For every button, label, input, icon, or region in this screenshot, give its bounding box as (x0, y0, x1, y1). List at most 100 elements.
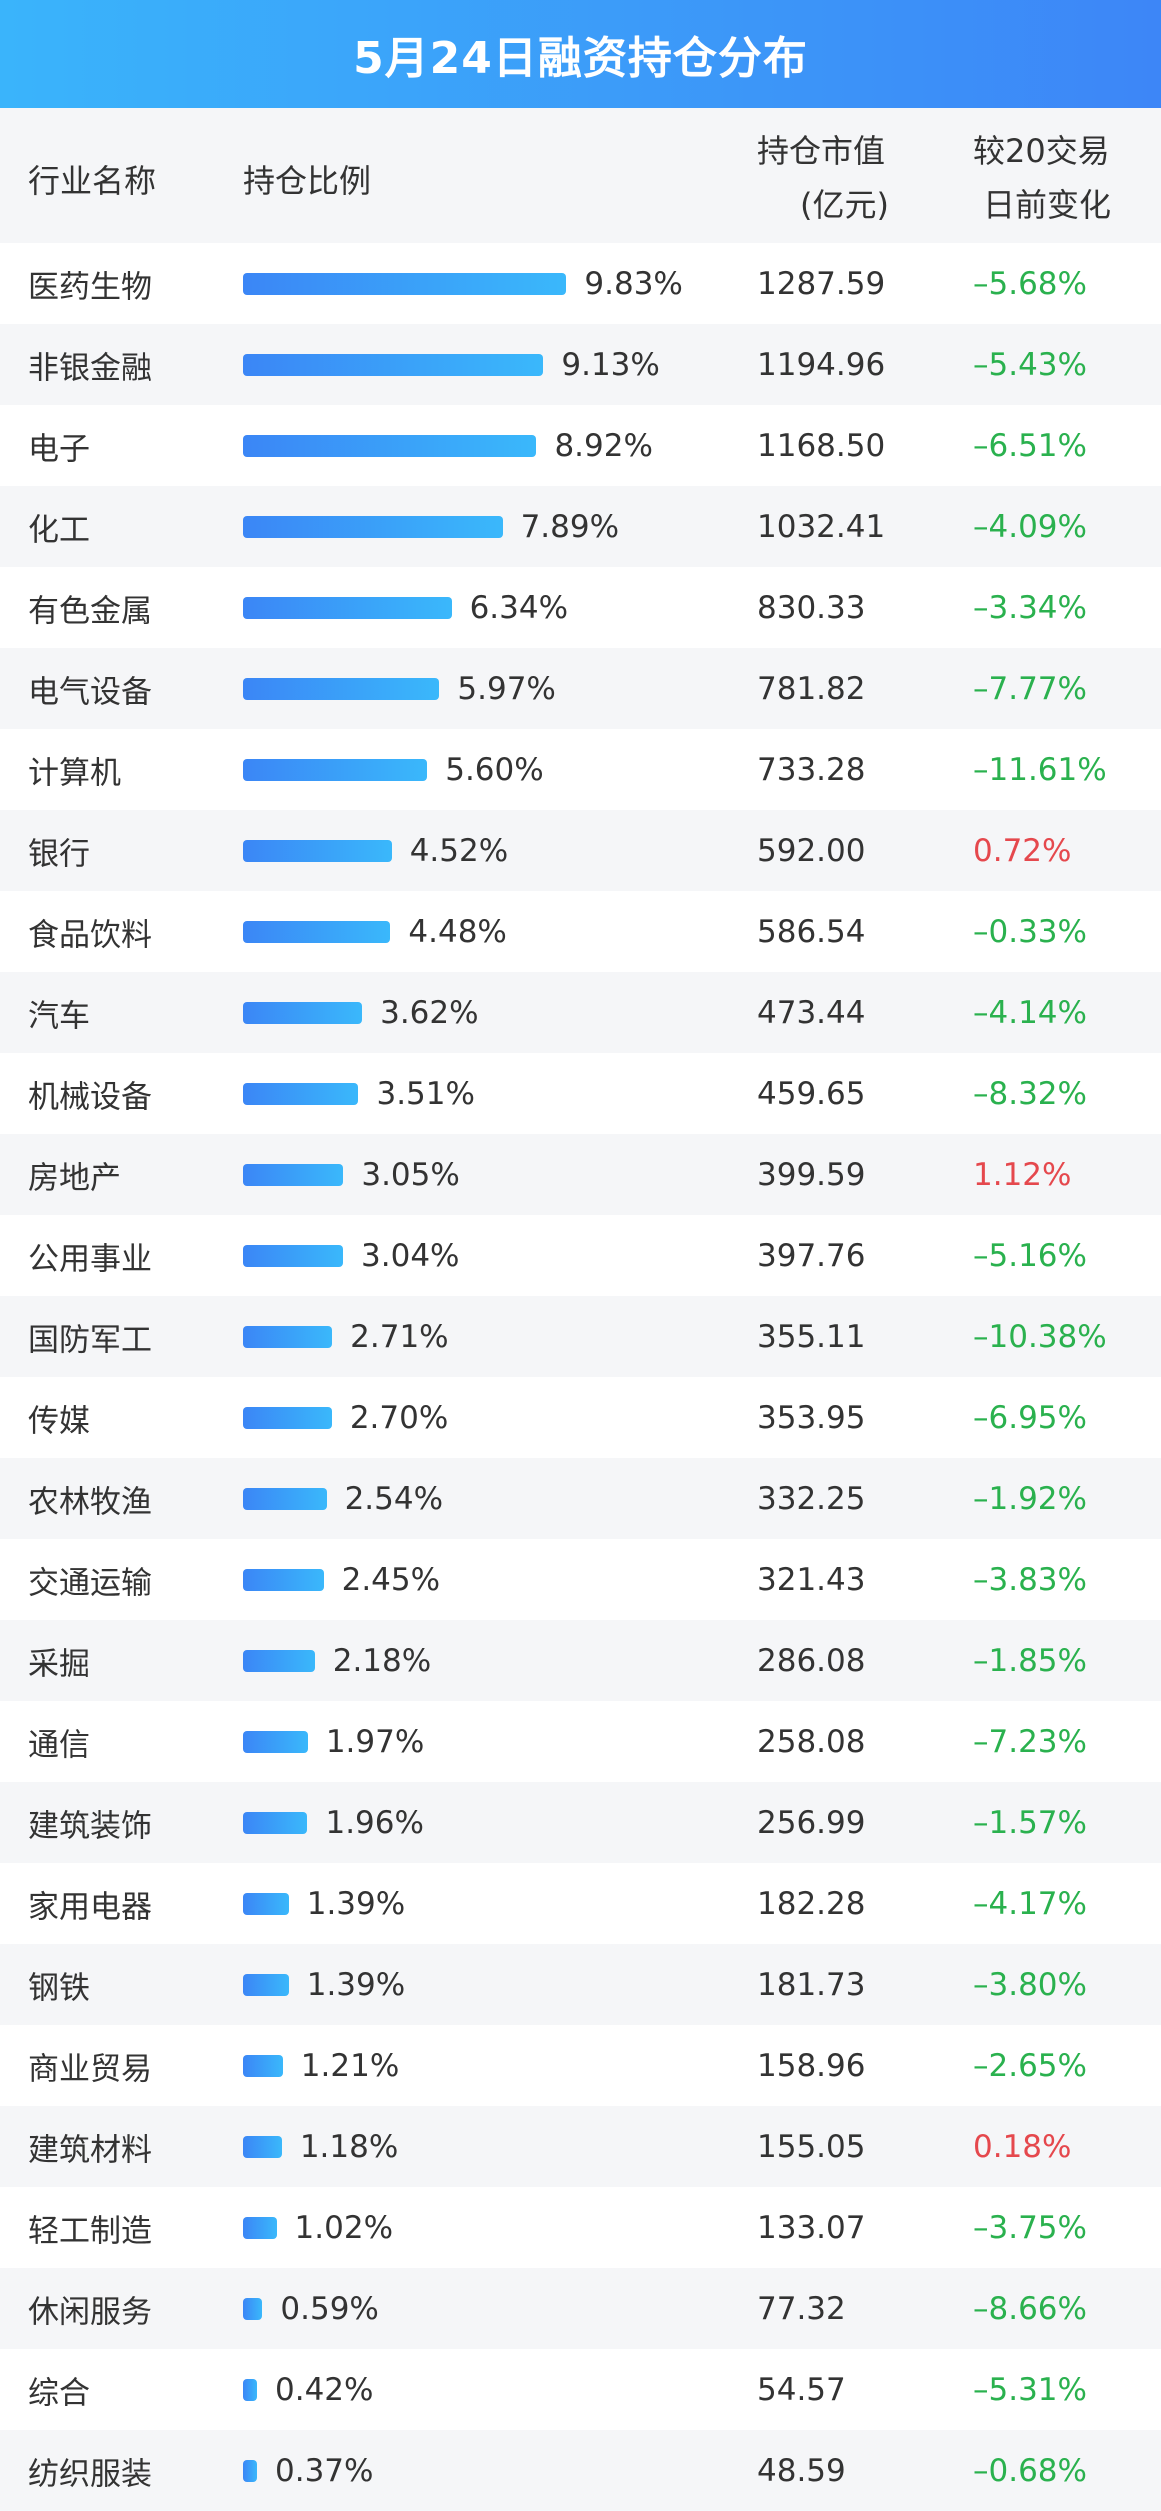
table-row: 电子 8.92% 1168.50 –6.51% (0, 405, 1161, 486)
ratio-bar (243, 1730, 308, 1753)
ratio-bar (243, 758, 428, 781)
ratio-bar (243, 1082, 359, 1105)
ratio-label: 3.62% (380, 994, 479, 1031)
ratio-label: 3.05% (361, 1156, 460, 1193)
ratio-cell: 4.48% (243, 914, 507, 950)
ratio-label: 2.54% (344, 1480, 444, 1517)
industry-name: 通信 (28, 1727, 90, 1763)
market-value: 355.11 (757, 1318, 866, 1355)
ratio-bar (243, 2135, 282, 2158)
change-value: –1.57% (973, 1804, 1087, 1841)
industry-name: 医药生物 (28, 269, 152, 305)
market-value: 133.07 (757, 2209, 866, 2246)
ratio-bar (243, 1487, 327, 1510)
industry-name: 交通运输 (28, 1565, 152, 1601)
table-row: 汽车 3.62% 473.44 –4.14% (0, 972, 1161, 1053)
industry-name: 电子 (28, 431, 90, 467)
header-value-line1: 持仓市值 (757, 132, 886, 170)
industry-name: 传媒 (28, 1403, 90, 1439)
ratio-cell: 0.42% (243, 2372, 373, 2408)
table-row: 有色金属 6.34% 830.33 –3.34% (0, 567, 1161, 648)
ratio-cell: 1.97% (243, 1724, 424, 1760)
ratio-label: 3.51% (376, 1075, 475, 1112)
market-value: 155.05 (757, 2128, 866, 2165)
change-value: –4.17% (973, 1885, 1087, 1922)
change-value: –3.34% (973, 589, 1087, 626)
ratio-bar (243, 1406, 332, 1429)
change-value: 0.18% (973, 2128, 1072, 2165)
market-value: 1287.59 (757, 265, 886, 302)
table-row: 医药生物 9.83% 1287.59 –5.68% (0, 243, 1161, 324)
table-row: 非银金融 9.13% 1194.96 –5.43% (0, 324, 1161, 405)
market-value: 256.99 (757, 1804, 866, 1841)
ratio-cell: 3.62% (243, 995, 479, 1031)
header-name: 行业名称 (28, 162, 157, 200)
market-value: 258.08 (757, 1723, 866, 1760)
ratio-bar (243, 1568, 324, 1591)
ratio-cell: 4.52% (243, 833, 508, 869)
change-value: –1.85% (973, 1642, 1087, 1679)
industry-name: 银行 (28, 836, 90, 872)
ratio-bar (243, 353, 544, 376)
table-row: 计算机 5.60% 733.28 –11.61% (0, 729, 1161, 810)
ratio-label: 0.42% (275, 2371, 374, 2408)
table-row: 国防军工 2.71% 355.11 –10.38% (0, 1296, 1161, 1377)
industry-name: 纺织服装 (28, 2456, 152, 2492)
market-value: 397.76 (757, 1237, 866, 1274)
change-value: –6.95% (973, 1399, 1087, 1436)
page-title: 5月24日融资持仓分布 (0, 0, 1161, 108)
ratio-cell: 5.60% (243, 752, 544, 788)
change-value: –11.61% (973, 751, 1107, 788)
ratio-cell: 1.21% (243, 2048, 399, 2084)
table-row: 休闲服务 0.59% 77.32 –8.66% (0, 2268, 1161, 2349)
market-value: 54.57 (757, 2371, 846, 2408)
ratio-label: 0.37% (275, 2452, 374, 2489)
table-row: 交通运输 2.45% 321.43 –3.83% (0, 1539, 1161, 1620)
industry-name: 非银金融 (28, 350, 152, 386)
market-value: 321.43 (757, 1561, 866, 1598)
change-value: –2.65% (973, 2047, 1087, 2084)
market-value: 586.54 (757, 913, 866, 950)
ratio-label: 6.34% (469, 589, 569, 626)
ratio-cell: 2.45% (243, 1562, 440, 1598)
change-value: –5.68% (973, 265, 1087, 302)
ratio-cell: 1.96% (243, 1805, 424, 1841)
ratio-cell: 0.37% (243, 2453, 373, 2489)
market-value: 1168.50 (757, 427, 886, 464)
ratio-label: 2.45% (341, 1561, 441, 1598)
industry-name: 食品饮料 (28, 917, 152, 953)
ratio-bar (243, 2378, 257, 2401)
industry-name: 采掘 (28, 1646, 90, 1682)
industry-name: 休闲服务 (28, 2294, 152, 2330)
table-row: 银行 4.52% 592.00 0.72% (0, 810, 1161, 891)
market-value: 781.82 (757, 670, 866, 707)
table-row: 通信 1.97% 258.08 –7.23% (0, 1701, 1161, 1782)
change-value: –1.92% (973, 1480, 1087, 1517)
industry-name: 国防军工 (28, 1322, 152, 1358)
ratio-cell: 1.02% (243, 2210, 393, 2246)
industry-name: 建筑材料 (28, 2132, 152, 2168)
change-value: –4.14% (973, 994, 1087, 1031)
table-row: 农林牧渔 2.54% 332.25 –1.92% (0, 1458, 1161, 1539)
table-row: 家用电器 1.39% 182.28 –4.17% (0, 1863, 1161, 1944)
market-value: 399.59 (757, 1156, 866, 1193)
market-value: 332.25 (757, 1480, 866, 1517)
ratio-bar (243, 1811, 308, 1834)
change-value: –10.38% (973, 1318, 1107, 1355)
change-value: –5.31% (973, 2371, 1087, 2408)
industry-name: 汽车 (28, 998, 90, 1034)
market-value: 459.65 (757, 1075, 866, 1112)
industry-name: 房地产 (28, 1160, 121, 1196)
ratio-label: 9.83% (584, 265, 683, 302)
ratio-bar (243, 1001, 363, 1024)
ratio-bar (243, 596, 452, 619)
ratio-bar (243, 2054, 283, 2077)
ratio-label: 4.52% (409, 832, 509, 869)
header-change-line1: 较20交易 (973, 132, 1110, 170)
table-row: 采掘 2.18% 286.08 –1.85% (0, 1620, 1161, 1701)
ratio-bar (243, 677, 440, 700)
ratio-label: 1.97% (325, 1723, 425, 1760)
ratio-label: 0.59% (280, 2290, 379, 2327)
industry-name: 综合 (28, 2375, 90, 2411)
change-value: –4.09% (973, 508, 1087, 545)
